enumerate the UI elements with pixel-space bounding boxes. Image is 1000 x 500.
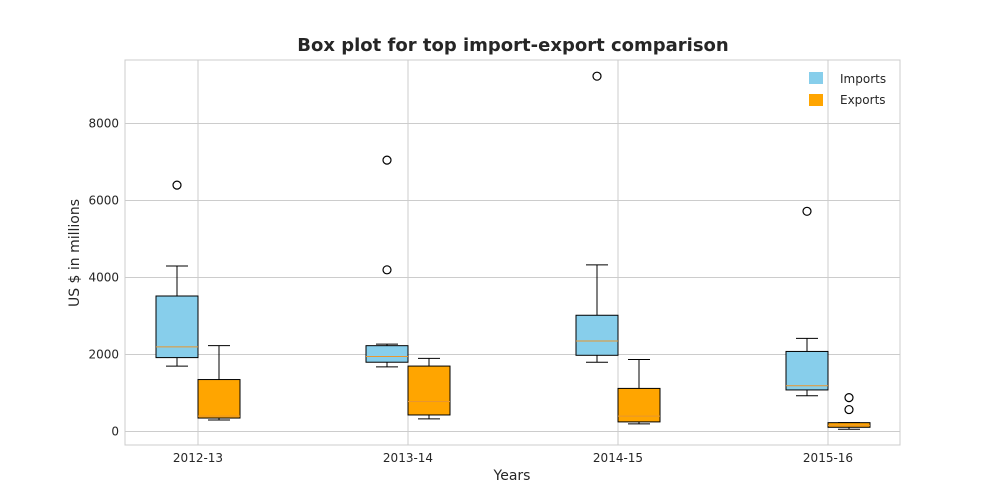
outlier-point <box>844 404 854 415</box>
grid-layer <box>125 60 900 445</box>
box-exports-2013-14 <box>407 357 451 420</box>
box-body <box>785 350 829 391</box>
outlier-point <box>844 393 854 403</box>
plot-area-frame <box>124 59 901 446</box>
chart-title: Box plot for top import-export compariso… <box>297 35 728 56</box>
legend-label-exports: Exports <box>840 93 886 107</box>
outlier-point <box>382 265 392 275</box>
box-exports-2015-16 <box>827 393 871 430</box>
box-body <box>365 345 409 363</box>
box-imports-2012-13 <box>155 180 199 367</box>
y-tick-label: 4000 <box>88 271 119 285</box>
box-exports-2014-15 <box>617 359 661 425</box>
legend-swatch-exports <box>809 94 823 106</box>
box-exports-2012-13 <box>197 345 241 421</box>
y-tick-label: 8000 <box>88 117 119 131</box>
outlier-point <box>592 71 602 81</box>
box-body <box>575 314 619 356</box>
outlier-point <box>802 206 812 216</box>
box-body <box>155 295 199 359</box>
x-tick-label: 2013-14 <box>383 451 433 465</box>
tick-layer: 0 2000 4000 6000 8000 2012-13 2013-14 2014-15 20… <box>88 117 853 465</box>
outlier-point <box>172 180 182 190</box>
box-imports-2015-16 <box>785 206 829 397</box>
legend: Imports Exports <box>809 72 886 107</box>
x-tick-label: 2014-15 <box>593 451 643 465</box>
box-imports-2013-14 <box>365 155 409 368</box>
box-layer <box>155 71 871 430</box>
y-tick-label: 2000 <box>88 348 119 362</box>
outlier-point <box>382 155 392 165</box>
x-tick-label: 2015-16 <box>803 451 853 465</box>
legend-swatch-imports <box>809 72 823 84</box>
box-imports-2014-15 <box>575 71 619 363</box>
y-tick-label: 0 <box>111 425 119 439</box>
box-body <box>407 365 451 416</box>
y-tick-label: 6000 <box>88 194 119 208</box>
x-tick-label: 2012-13 <box>173 451 223 465</box>
x-axis-label: Years <box>493 468 531 484</box>
y-axis-label: US $ in millions <box>67 199 83 307</box>
box-body <box>197 379 241 419</box>
box-body <box>617 387 661 423</box>
legend-label-imports: Imports <box>840 72 886 86</box>
